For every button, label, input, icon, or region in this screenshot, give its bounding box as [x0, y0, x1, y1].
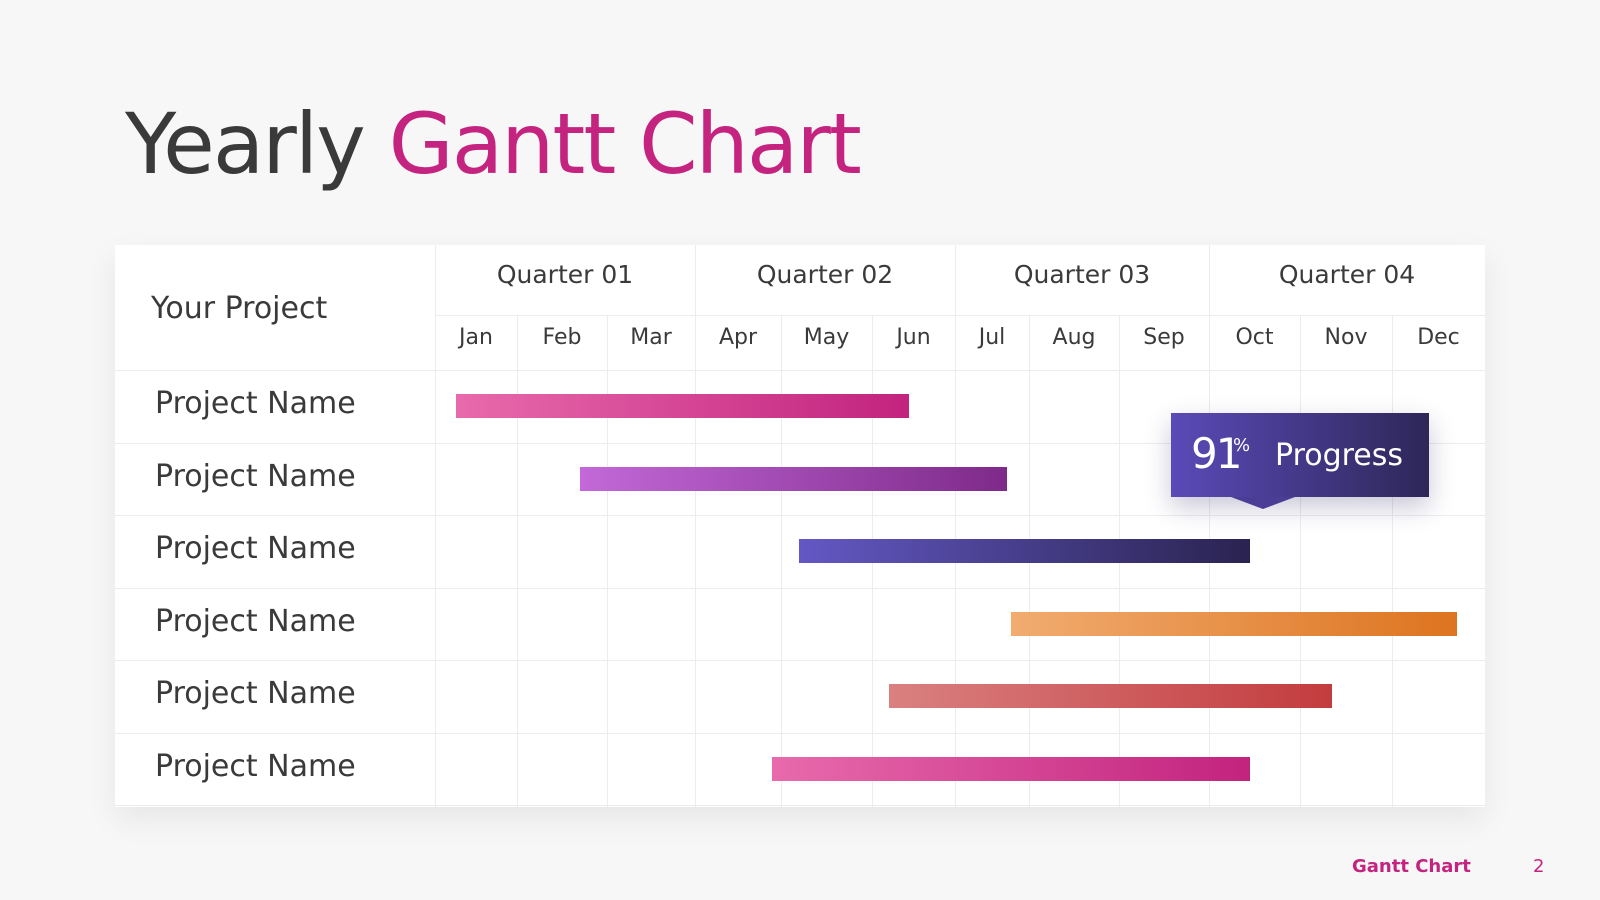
month-divider — [517, 315, 518, 807]
task-name: Project Name — [155, 386, 356, 422]
task-bar — [580, 466, 1007, 491]
row-divider — [115, 732, 1485, 734]
label-column-divider — [435, 245, 436, 807]
task-name: Project Name — [155, 531, 356, 567]
month-label: Dec — [1417, 325, 1460, 350]
month-label: Oct — [1235, 325, 1274, 350]
title-part1: Yearly — [125, 95, 366, 193]
month-divider — [781, 315, 782, 807]
quarter-label: Quarter 03 — [1013, 260, 1151, 289]
month-label: Apr — [718, 325, 758, 350]
progress-callout: 91 % Progress — [1171, 413, 1429, 509]
quarter-label: Quarter 04 — [1278, 260, 1416, 289]
month-label: Nov — [1324, 325, 1368, 350]
gantt-card: Your Project Quarter 01 Quarter 02 Quarter… — [115, 245, 1485, 807]
quarter-divider — [955, 245, 956, 807]
task-bar — [1010, 611, 1458, 636]
month-label: Jan — [459, 325, 493, 350]
row-divider — [115, 587, 1485, 589]
month-divider — [1300, 315, 1301, 807]
task-name: Project Name — [155, 603, 356, 639]
quarter-label: Quarter 01 — [496, 260, 634, 289]
page-number: 2 — [1533, 856, 1545, 877]
month-label: Mar — [630, 325, 672, 350]
task-bar — [772, 756, 1250, 781]
month-label: Feb — [542, 325, 582, 350]
quarter-divider — [1209, 245, 1210, 807]
month-label: May — [803, 325, 850, 350]
footer-label: Gantt Chart — [1352, 856, 1471, 877]
row-divider — [115, 515, 1485, 516]
quarter-label: Quarter 02 — [756, 260, 894, 289]
progress-value: 91 — [1191, 429, 1242, 478]
row-divider — [115, 660, 1485, 661]
header-divider — [435, 315, 1485, 316]
progress-label: Progress — [1275, 438, 1404, 473]
row-divider — [115, 805, 1485, 806]
title-part2: Gantt Chart — [388, 95, 862, 193]
callout-pointer — [1231, 497, 1295, 509]
task-name: Project Name — [155, 676, 356, 712]
month-label: Jul — [978, 325, 1006, 350]
month-divider — [1392, 315, 1393, 807]
task-bar — [799, 539, 1250, 564]
quarter-divider — [695, 245, 696, 807]
month-label: Jun — [896, 325, 931, 350]
task-bar — [888, 684, 1333, 709]
page-title: Yearly Gantt Chart — [125, 102, 862, 186]
corner-label: Your Project — [151, 291, 328, 326]
header-bottom-line — [115, 370, 1485, 371]
progress-unit: % — [1233, 435, 1251, 456]
task-name: Project Name — [155, 748, 356, 784]
month-label: Sep — [1143, 325, 1185, 350]
row-divider — [115, 442, 1485, 444]
month-divider — [607, 315, 608, 807]
month-label: Aug — [1052, 325, 1096, 350]
task-name: Project Name — [155, 458, 356, 494]
task-bar — [455, 394, 910, 419]
